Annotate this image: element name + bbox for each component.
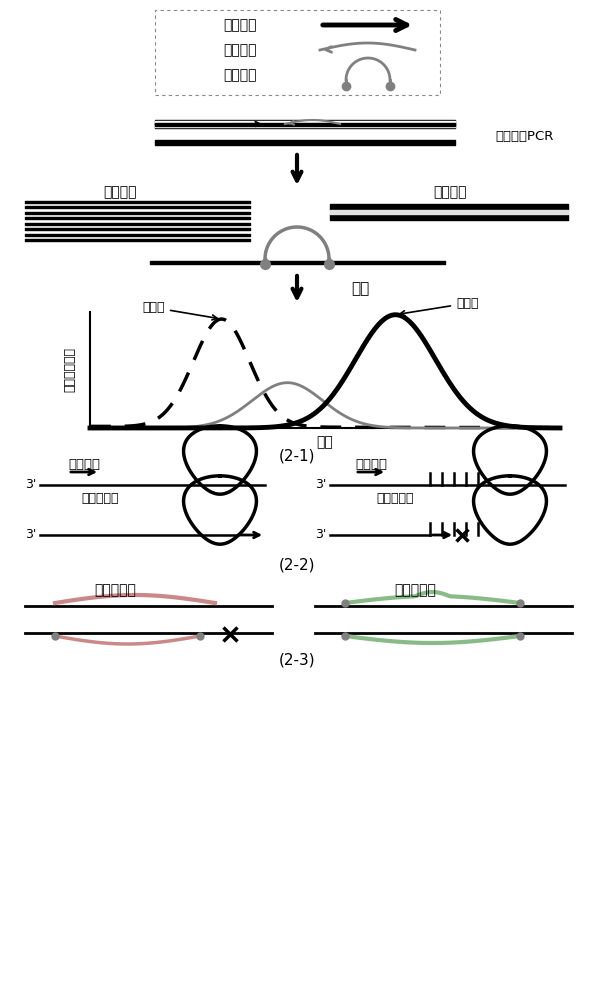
Text: (2-1): (2-1) <box>278 448 315 464</box>
Text: 3': 3' <box>315 528 327 542</box>
Text: 燔解峰: 燔解峰 <box>143 301 217 320</box>
Text: 燔解: 燔解 <box>351 282 369 296</box>
Text: 单链产物: 单链产物 <box>104 185 137 199</box>
Text: 上游引物: 上游引物 <box>68 458 100 472</box>
Text: 下游引物: 下游引物 <box>223 43 257 57</box>
Text: 突变型模板: 突变型模板 <box>82 492 119 506</box>
Text: 双链产物: 双链产物 <box>433 185 466 199</box>
Text: 荧光变化速率: 荧光变化速率 <box>64 348 77 392</box>
Text: 野生型模板: 野生型模板 <box>376 492 414 506</box>
Text: 野生型模板: 野生型模板 <box>94 583 136 597</box>
Text: 上游引物: 上游引物 <box>223 18 257 32</box>
Text: 3': 3' <box>25 479 36 491</box>
Text: 突变型模板: 突变型模板 <box>394 583 436 597</box>
Text: 燔解峰: 燔解峰 <box>400 297 478 316</box>
Text: 3': 3' <box>315 479 327 491</box>
Text: (2-2): (2-2) <box>278 558 315 572</box>
FancyBboxPatch shape <box>155 10 440 95</box>
Text: 3': 3' <box>25 528 36 542</box>
Text: 分子信标: 分子信标 <box>223 68 257 82</box>
Text: 上游引物: 上游引物 <box>355 458 387 472</box>
Text: 非对称性PCR: 非对称性PCR <box>496 130 554 143</box>
Text: (2-3): (2-3) <box>278 652 315 668</box>
Text: 温度: 温度 <box>317 435 333 449</box>
